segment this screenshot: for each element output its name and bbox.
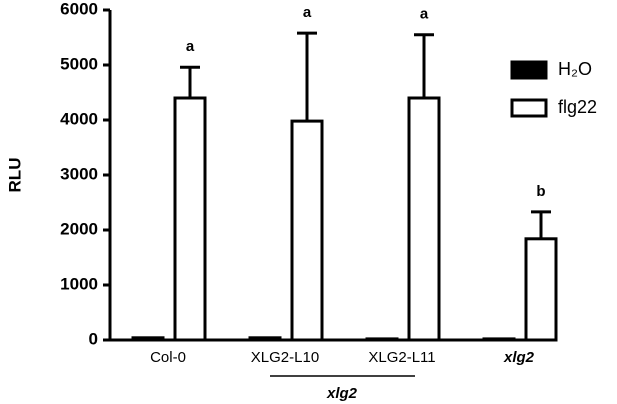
bar — [524, 237, 558, 342]
x-tick-label: xlg2 — [503, 349, 535, 366]
y-tick-label: 1000 — [60, 274, 98, 293]
x-tick-label: XLG2-L10 — [251, 349, 319, 366]
bar — [482, 337, 516, 342]
y-tick-label: 4000 — [60, 109, 98, 128]
bar — [407, 96, 441, 342]
bar — [248, 336, 282, 342]
y-tick-label: 5000 — [60, 54, 98, 73]
y-axis-label: RLU — [5, 158, 24, 193]
y-tick-label: 6000 — [60, 0, 98, 18]
significance-letter: a — [186, 38, 195, 55]
significance-letter: a — [303, 4, 312, 21]
y-tick-label: 3000 — [60, 164, 98, 183]
significance-letter: a — [420, 6, 429, 23]
x-tick-label: Col-0 — [150, 349, 186, 366]
legend-swatch — [510, 60, 548, 80]
significance-letter: b — [536, 183, 545, 200]
y-tick-label: 0 — [89, 329, 98, 348]
group-label: xlg2 — [326, 385, 358, 402]
legend-swatch — [510, 98, 548, 118]
bar — [290, 119, 324, 342]
bar — [365, 337, 399, 342]
bar — [131, 336, 165, 342]
legend-label: H₂O — [558, 59, 592, 79]
y-tick-label: 2000 — [60, 219, 98, 238]
legend-label: flg22 — [558, 97, 597, 117]
x-tick-label: XLG2-L11 — [368, 349, 435, 366]
bar — [173, 96, 207, 342]
